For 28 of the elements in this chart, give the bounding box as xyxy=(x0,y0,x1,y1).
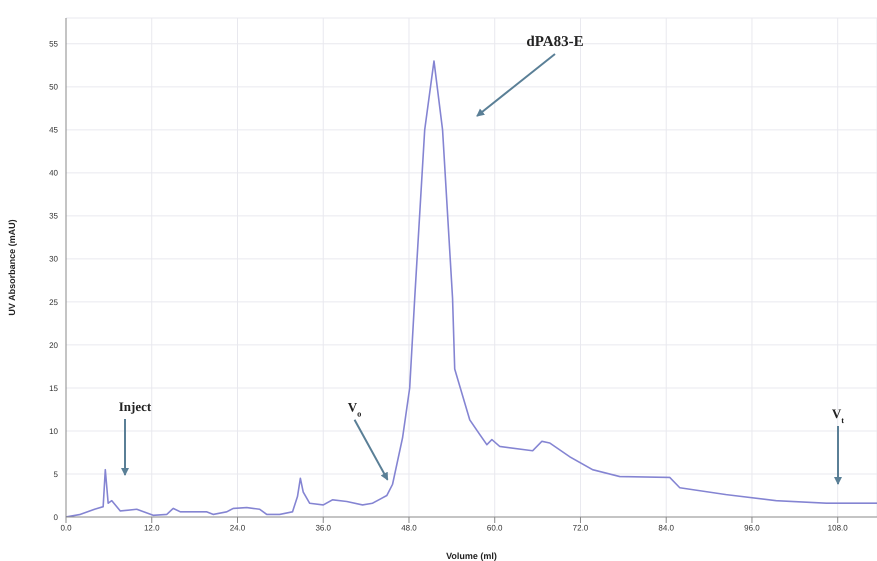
x-tick-label: 12.0 xyxy=(144,524,160,533)
x-tick-label: 48.0 xyxy=(401,524,418,533)
x-tick-label: 0.0 xyxy=(60,524,72,533)
x-tick-label: 36.0 xyxy=(315,524,332,533)
y-tick-label: 25 xyxy=(49,298,59,307)
x-tick-label: 24.0 xyxy=(230,524,246,533)
annotation: V$_{t}$ xyxy=(832,406,844,425)
y-tick-label: 5 xyxy=(54,470,59,479)
annotation: dPA83-E xyxy=(526,34,584,50)
y-tick-label: 50 xyxy=(49,82,59,92)
x-axis-title: Volume (ml) xyxy=(446,551,497,561)
annotation: Inject xyxy=(118,399,152,414)
x-tick-label: 84.0 xyxy=(658,524,675,533)
y-tick-label: 15 xyxy=(49,384,59,393)
annotation: V$_{o}$ xyxy=(348,400,362,419)
y-tick-label: 10 xyxy=(49,426,59,436)
y-axis-title: UV Absorbance (mAU) xyxy=(7,219,18,316)
x-tick-label: 96.0 xyxy=(744,524,760,533)
y-tick-label: 35 xyxy=(49,212,59,221)
y-tick-label: 45 xyxy=(49,126,59,135)
x-tick-label: 108.0 xyxy=(828,524,848,533)
y-tick-label: 20 xyxy=(49,340,59,350)
x-tick-label: 72.0 xyxy=(572,524,589,533)
x-tick-label: 60.0 xyxy=(486,524,504,533)
y-tick-label: 40 xyxy=(49,168,59,178)
y-tick-label: 55 xyxy=(49,40,59,49)
y-tick-label: 0 xyxy=(54,512,59,522)
y-tick-label: 30 xyxy=(49,254,59,264)
